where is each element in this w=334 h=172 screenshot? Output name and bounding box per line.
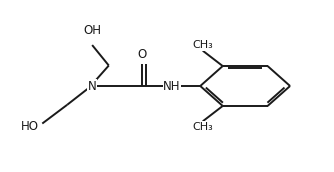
Text: HO: HO <box>21 120 39 133</box>
Text: NH: NH <box>163 79 181 93</box>
Text: O: O <box>137 48 147 61</box>
Text: CH₃: CH₃ <box>192 40 213 50</box>
Text: N: N <box>88 79 97 93</box>
Text: CH₃: CH₃ <box>192 122 213 132</box>
Text: OH: OH <box>83 24 101 36</box>
